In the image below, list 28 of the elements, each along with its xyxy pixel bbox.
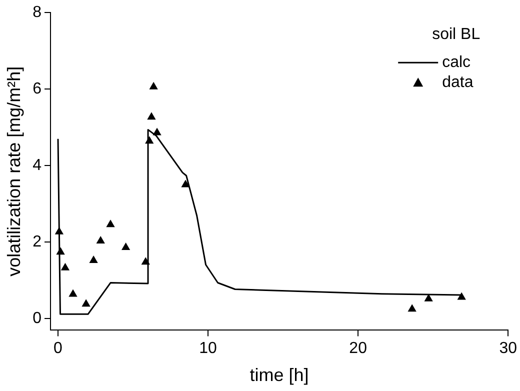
point (121, 242, 130, 250)
x-tick-label: 20 (349, 340, 368, 358)
x-tick-label: 0 (54, 340, 63, 358)
legend-title: soil BL (432, 26, 480, 44)
point (60, 262, 70, 270)
point (147, 112, 156, 120)
point (149, 82, 158, 90)
y-axis-title: volatilization rate [mg/m²h] (4, 66, 24, 276)
x-tick-label: 10 (199, 340, 218, 358)
legend-label: data (442, 74, 474, 92)
x-axis-title: time [h] (250, 365, 309, 386)
point (181, 180, 190, 188)
point (68, 289, 78, 297)
point (424, 294, 433, 302)
y-tick-label: 0 (32, 310, 42, 328)
x-tick-label: 30 (499, 340, 518, 358)
point (457, 292, 466, 300)
y-tick-label: 6 (32, 80, 42, 98)
y-tick-label: 8 (32, 4, 42, 22)
point (96, 236, 105, 244)
point (89, 256, 98, 264)
point (408, 304, 416, 312)
point (106, 220, 115, 228)
point (152, 128, 162, 136)
point (82, 299, 90, 307)
y-tick-label: 4 (32, 157, 42, 174)
y-tick-label: 2 (32, 234, 42, 251)
legend-label: calc (442, 54, 471, 72)
